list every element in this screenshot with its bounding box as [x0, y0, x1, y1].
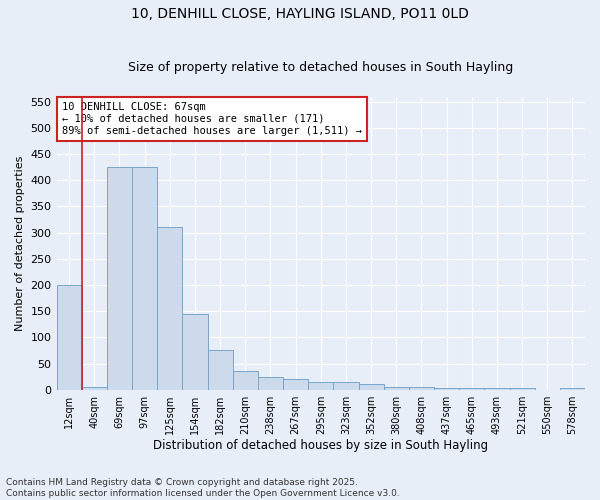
Bar	[409, 387, 434, 390]
Text: 10, DENHILL CLOSE, HAYLING ISLAND, PO11 0LD: 10, DENHILL CLOSE, HAYLING ISLAND, PO11 …	[131, 8, 469, 22]
Bar	[484, 388, 509, 390]
Text: Contains HM Land Registry data © Crown copyright and database right 2025.
Contai: Contains HM Land Registry data © Crown c…	[6, 478, 400, 498]
Bar	[208, 350, 233, 390]
Bar	[107, 167, 132, 390]
Bar	[157, 228, 182, 390]
Bar	[283, 379, 308, 390]
X-axis label: Distribution of detached houses by size in South Hayling: Distribution of detached houses by size …	[153, 440, 488, 452]
Bar	[560, 388, 585, 390]
Bar	[509, 388, 535, 390]
Bar	[334, 382, 359, 390]
Bar	[459, 388, 484, 390]
Bar	[308, 382, 334, 390]
Title: Size of property relative to detached houses in South Hayling: Size of property relative to detached ho…	[128, 62, 514, 74]
Bar	[359, 384, 383, 390]
Bar	[132, 167, 157, 390]
Bar	[182, 314, 208, 390]
Bar	[258, 376, 283, 390]
Bar	[82, 387, 107, 390]
Bar	[434, 388, 459, 390]
Bar	[233, 372, 258, 390]
Bar	[383, 387, 409, 390]
Y-axis label: Number of detached properties: Number of detached properties	[15, 156, 25, 331]
Text: 10 DENHILL CLOSE: 67sqm
← 10% of detached houses are smaller (171)
89% of semi-d: 10 DENHILL CLOSE: 67sqm ← 10% of detache…	[62, 102, 362, 136]
Bar	[56, 285, 82, 390]
